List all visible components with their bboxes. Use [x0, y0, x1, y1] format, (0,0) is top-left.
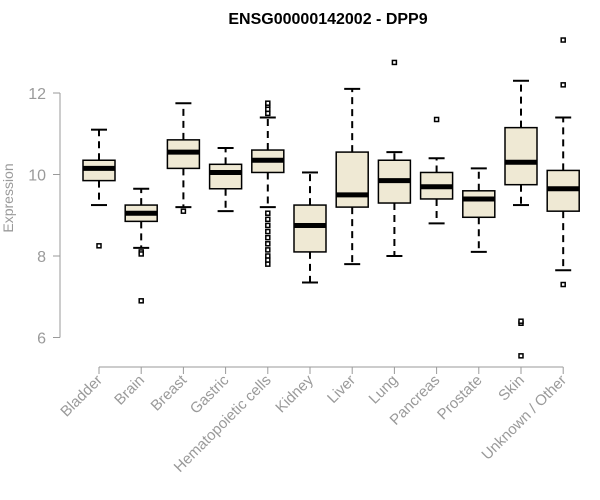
- outlier-point: [138, 251, 144, 257]
- outlier-point: [265, 261, 271, 267]
- outlier-point: [265, 228, 271, 235]
- x-tick-label: Breast: [148, 371, 191, 414]
- box-prostate: [462, 167, 496, 253]
- outlier-point: [433, 116, 440, 123]
- y-tick-label: 6: [37, 331, 46, 348]
- box-pancreas: [419, 116, 454, 225]
- outlier-point: [518, 353, 524, 359]
- box-bladder: [82, 128, 116, 249]
- x-tick-label: Brain: [111, 372, 148, 409]
- iqr-box: [504, 126, 538, 186]
- outlier-point: [138, 298, 144, 304]
- box-skin: [504, 79, 538, 359]
- outlier-point: [265, 216, 271, 223]
- outlier-point: [518, 318, 524, 324]
- box-hematopoietic-cells: [251, 100, 285, 267]
- outlier-point: [560, 82, 566, 88]
- y-tick-label: 12: [28, 86, 46, 103]
- x-tick-label: Skin: [495, 372, 528, 405]
- outlier-point: [265, 100, 271, 106]
- outlier-point: [265, 234, 271, 241]
- box-series: [82, 37, 580, 359]
- outlier-point: [265, 247, 271, 253]
- iqr-box: [208, 163, 243, 190]
- outlier-point: [180, 208, 187, 214]
- box-lung: [377, 59, 412, 257]
- box-breast: [166, 102, 201, 214]
- outlier-point: [265, 210, 271, 216]
- y-axis: 6 8 10 12: [28, 86, 564, 374]
- outlier-point: [96, 243, 102, 249]
- outlier-point: [560, 281, 566, 288]
- y-tick-label: 8: [37, 249, 46, 266]
- x-tick-label: Lung: [366, 372, 402, 408]
- x-tick-label: Kidney: [272, 371, 317, 416]
- box-gastric: [208, 147, 243, 213]
- chart-title: ENSG00000142002 - DPP9: [228, 11, 427, 28]
- iqr-box: [293, 204, 327, 253]
- x-tick-label: Prostate: [434, 372, 486, 424]
- y-axis-label: Expression: [0, 163, 16, 232]
- x-tick-label: Bladder: [57, 372, 106, 421]
- y-tick-label: 10: [28, 168, 46, 185]
- iqr-box: [335, 151, 369, 208]
- outlier-point: [560, 37, 566, 43]
- iqr-box: [462, 190, 496, 219]
- outlier-point: [265, 222, 271, 229]
- box-brain: [124, 187, 158, 304]
- x-tick-label: Liver: [324, 372, 359, 407]
- box-kidney: [293, 171, 327, 284]
- box-liver: [335, 87, 369, 266]
- box-unknown-other: [546, 37, 580, 288]
- outlier-point: [265, 241, 271, 247]
- outlier-point: [391, 59, 398, 66]
